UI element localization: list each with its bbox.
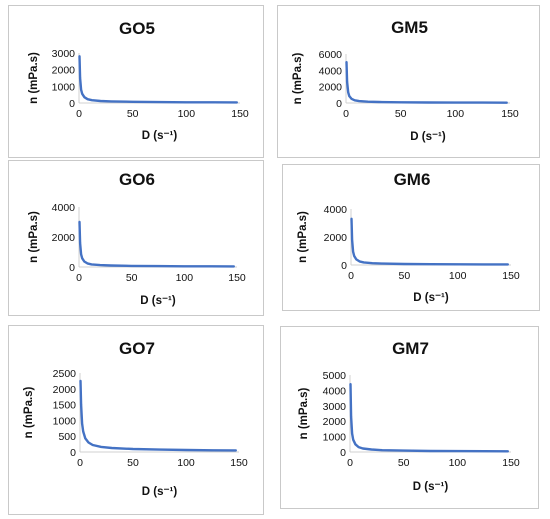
series-line xyxy=(345,61,508,104)
x-tick-label: 100 xyxy=(449,457,467,469)
y-axis-label: n (mPa.s) xyxy=(28,211,40,263)
series-line xyxy=(78,55,239,104)
x-tick-label: 150 xyxy=(502,457,520,469)
y-axis-label: n (mPa.s) xyxy=(297,211,309,263)
x-tick-label: 150 xyxy=(231,108,249,120)
y-axis-label: n (mPa.s) xyxy=(28,52,40,104)
series-line xyxy=(79,379,238,452)
y-tick-label: 4000 xyxy=(324,204,348,216)
x-tick-label: 50 xyxy=(398,270,410,282)
chart-panel-go7: GO7 0 500 1000 1500 2000 2500 0 50 100 150 n (mPa.s… xyxy=(8,325,264,515)
y-tick-label: 0 xyxy=(341,260,347,272)
x-tick-label: 0 xyxy=(76,108,82,120)
y-tick-label: 4000 xyxy=(52,202,76,214)
chart-svg: GM5 0 2000 4000 6000 0 50 100 150 n (mPa.s) D (s⁻¹… xyxy=(292,18,519,143)
x-tick-label: 100 xyxy=(447,108,465,120)
chart-svg: GO5 0 1000 2000 3000 0 50 100 150 n (mPa.s) D (s⁻¹… xyxy=(28,19,249,142)
x-tick-label: 50 xyxy=(395,108,407,120)
x-tick-label: 150 xyxy=(230,457,248,469)
x-tick-label: 150 xyxy=(228,272,246,284)
y-axis-label: n (mPa.s) xyxy=(23,386,35,438)
y-tick-label: 0 xyxy=(340,447,346,459)
x-tick-label: 50 xyxy=(127,457,139,469)
y-axis-label: n (mPa.s) xyxy=(292,52,304,104)
y-tick-label: 1000 xyxy=(53,415,77,427)
chart-panel-gm6: GM6 0 2000 4000 0 50 100 150 n (mPa.s) D (s⁻¹) xyxy=(282,164,540,311)
x-tick-label: 0 xyxy=(348,270,354,282)
x-tick-label: 100 xyxy=(177,457,195,469)
x-tick-label: 100 xyxy=(176,272,194,284)
y-tick-label: 4000 xyxy=(323,385,347,397)
chart-title: GO5 xyxy=(119,19,155,38)
x-tick-label: 0 xyxy=(77,457,83,469)
x-axis-label: D (s⁻¹) xyxy=(142,130,178,142)
x-tick-label: 0 xyxy=(76,272,82,284)
x-tick-label: 100 xyxy=(178,108,196,120)
chart-title: GO6 xyxy=(119,170,155,189)
x-axis-label: D (s⁻¹) xyxy=(413,481,449,493)
chart-title: GM7 xyxy=(392,339,429,358)
y-tick-label: 0 xyxy=(70,447,76,459)
chart-panel-gm7: GM7 0 1000 2000 3000 4000 5000 0 50 100 150 n (mPa.… xyxy=(280,326,539,509)
y-tick-label: 6000 xyxy=(319,49,343,61)
series-line xyxy=(78,220,236,268)
y-tick-label: 2000 xyxy=(324,232,348,244)
chart-panel-go5: GO5 0 1000 2000 3000 0 50 100 150 n (mPa.s) D (s⁻¹… xyxy=(8,5,264,158)
y-tick-label: 2000 xyxy=(53,384,77,396)
chart-panel-gm5: GM5 0 2000 4000 6000 0 50 100 150 n (mPa.s) D (s⁻¹… xyxy=(277,5,540,158)
y-tick-label: 0 xyxy=(69,262,75,274)
series-line xyxy=(350,217,510,266)
x-axis-label: D (s⁻¹) xyxy=(410,131,446,143)
x-axis-label: D (s⁻¹) xyxy=(142,486,178,498)
x-tick-label: 50 xyxy=(127,108,139,120)
chart-panel-go6: GO6 0 2000 4000 0 50 100 150 n (mPa.s) D (s⁻¹) xyxy=(8,160,264,316)
y-tick-label: 1000 xyxy=(323,432,347,444)
x-tick-label: 100 xyxy=(449,270,467,282)
series-line xyxy=(349,383,510,453)
y-tick-label: 0 xyxy=(336,98,342,110)
chart-title: GM6 xyxy=(394,170,431,189)
y-tick-label: 2000 xyxy=(52,65,76,77)
y-tick-label: 3000 xyxy=(323,401,347,413)
x-axis-label: D (s⁻¹) xyxy=(413,292,449,304)
y-tick-label: 5000 xyxy=(323,370,347,382)
chart-svg: GO6 0 2000 4000 0 50 100 150 n (mPa.s) D (s⁻¹) xyxy=(28,170,246,307)
y-tick-label: 500 xyxy=(58,431,76,443)
y-tick-label: 2000 xyxy=(319,82,343,94)
x-tick-label: 0 xyxy=(343,108,349,120)
x-axis-label: D (s⁻¹) xyxy=(140,295,176,307)
y-tick-label: 1000 xyxy=(52,81,76,93)
chart-title: GM5 xyxy=(391,18,428,37)
x-tick-label: 150 xyxy=(502,270,520,282)
y-tick-label: 4000 xyxy=(319,65,343,77)
y-axis-label: n (mPa.s) xyxy=(298,387,310,439)
chart-svg: GM7 0 1000 2000 3000 4000 5000 0 50 100 150 n (mPa.… xyxy=(298,339,520,493)
x-tick-label: 0 xyxy=(347,457,353,469)
y-tick-label: 2000 xyxy=(323,416,347,428)
x-tick-label: 150 xyxy=(501,108,519,120)
y-tick-label: 2000 xyxy=(52,232,76,244)
x-tick-label: 50 xyxy=(398,457,410,469)
y-tick-label: 3000 xyxy=(52,48,76,60)
y-tick-label: 0 xyxy=(69,98,75,110)
chart-svg: GM6 0 2000 4000 0 50 100 150 n (mPa.s) D (s⁻¹) xyxy=(297,170,520,304)
y-tick-label: 1500 xyxy=(53,400,77,412)
chart-title: GO7 xyxy=(119,339,155,358)
y-tick-label: 2500 xyxy=(53,368,77,380)
chart-svg: GO7 0 500 1000 1500 2000 2500 0 50 100 150 n (mPa.s… xyxy=(23,339,248,498)
x-tick-label: 50 xyxy=(126,272,138,284)
